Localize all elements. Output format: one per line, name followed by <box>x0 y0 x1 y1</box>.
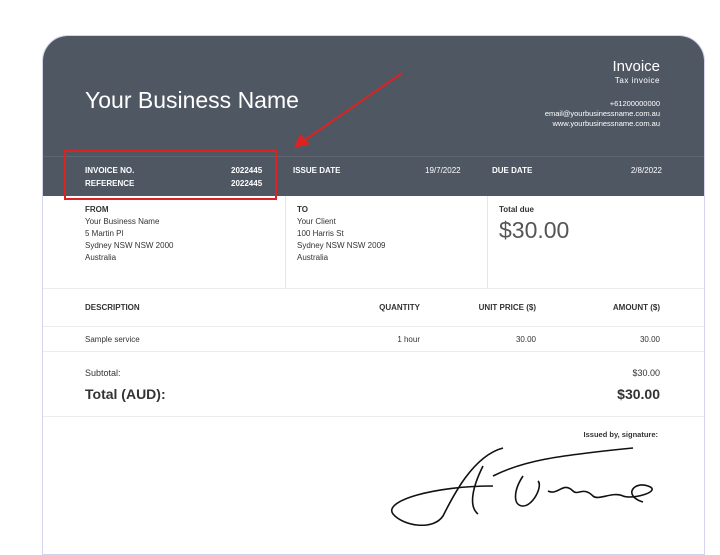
cell: 1 hour <box>397 335 420 344</box>
divider <box>43 351 704 352</box>
cell: Sample service <box>85 335 140 344</box>
doc-subtitle: Tax invoice <box>614 76 660 85</box>
business-name: Your Business Name <box>85 87 299 113</box>
email: email@yourbusinessname.com.au <box>544 109 660 118</box>
signature-label: Issued by, signature: <box>583 430 658 439</box>
total-due-value: $30.00 <box>499 217 570 243</box>
invoice-no-label: INVOICE NO. <box>85 166 135 175</box>
doc-title: Invoice <box>612 58 660 75</box>
invoice-card: Your Business Name Invoice Tax invoice +… <box>42 35 705 555</box>
website: www.yourbusinessname.com.au <box>552 119 660 128</box>
phone: +61200000000 <box>609 99 660 108</box>
subtotal-label: Subtotal: <box>85 368 121 378</box>
col-amount: AMOUNT ($) <box>612 303 660 312</box>
from-label: FROM <box>85 205 109 214</box>
invoice-meta: INVOICE NO. 2022445 REFERENCE 2022445 IS… <box>43 156 704 196</box>
reference: 2022445 <box>231 179 263 188</box>
col-quantity: QUANTITY <box>379 303 420 312</box>
cell: 30.00 <box>515 335 536 344</box>
divider <box>487 196 488 288</box>
due-date: 2/8/2022 <box>630 166 662 175</box>
from-line: Australia <box>85 253 117 262</box>
annotation-arrow <box>294 72 403 148</box>
invoice-no: 2022445 <box>231 166 263 175</box>
issue-date: 19/7/2022 <box>425 166 461 175</box>
contact-info: +61200000000 email@yourbusinessname.com.… <box>545 99 660 129</box>
divider <box>43 416 704 417</box>
divider <box>285 196 286 288</box>
to-line: 100 Harris St <box>297 229 344 238</box>
from-line: 5 Martin Pl <box>85 229 124 238</box>
total-due-label: Total due <box>499 205 534 214</box>
from-section: FROM Your Business Name 5 Martin Pl Sydn… <box>85 204 173 264</box>
subtotal: $30.00 <box>632 368 660 378</box>
col-description: DESCRIPTION <box>85 303 140 312</box>
due-date-label: DUE DATE <box>492 166 533 175</box>
to-label: TO <box>297 205 308 214</box>
total-label: Total (AUD): <box>85 386 166 402</box>
signature-image <box>390 447 653 526</box>
total-due-section: Total due $30.00 <box>499 204 569 244</box>
divider <box>43 288 704 289</box>
from-line: Sydney NSW NSW 2000 <box>85 241 174 250</box>
to-line: Australia <box>297 253 329 262</box>
col-unit-price: UNIT PRICE ($) <box>478 303 536 312</box>
from-line: Your Business Name <box>85 217 160 226</box>
to-line: Sydney NSW NSW 2009 <box>297 241 386 250</box>
total: $30.00 <box>617 386 660 402</box>
reference-label: REFERENCE <box>85 179 135 188</box>
divider <box>43 326 704 327</box>
invoice-header: Your Business Name Invoice Tax invoice +… <box>43 36 704 196</box>
cell: 30.00 <box>639 335 660 344</box>
annotation-highlight-box <box>64 150 277 200</box>
to-section: TO Your Client 100 Harris St Sydney NSW … <box>297 204 385 264</box>
issue-date-label: ISSUE DATE <box>293 166 341 175</box>
to-line: Your Client <box>297 217 336 226</box>
